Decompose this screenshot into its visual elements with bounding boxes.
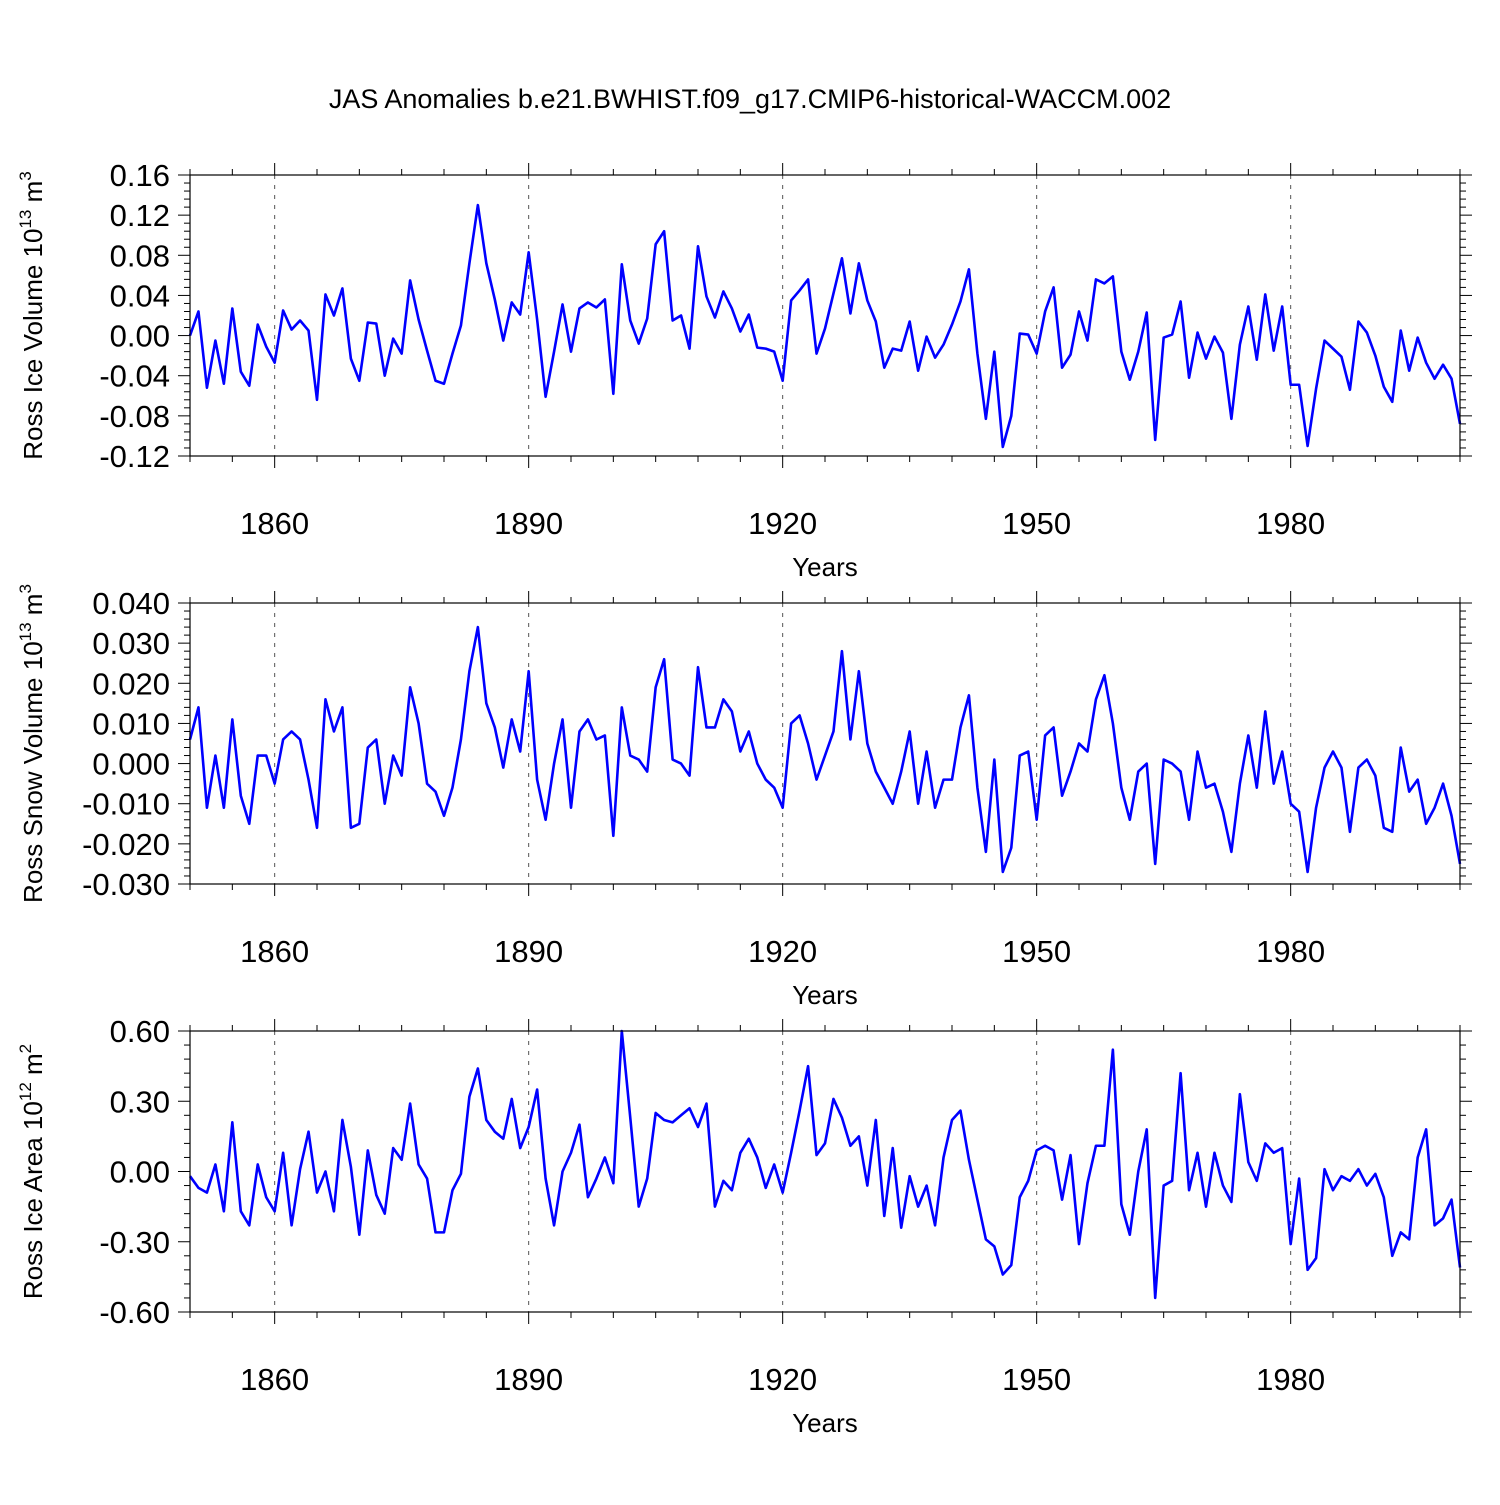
y-axis-label: Ross Ice Area 1012 m2 xyxy=(16,1044,48,1299)
y-axis-label-unit-exponent: 3 xyxy=(16,584,35,593)
x-tick-label: 1890 xyxy=(494,1362,563,1397)
x-tick-label: 1980 xyxy=(1256,506,1325,541)
x-tick-label: 1920 xyxy=(748,934,817,969)
y-axis-label-exponent: 12 xyxy=(16,1082,35,1101)
x-axis-label: Years xyxy=(792,552,858,582)
y-tick-label: 0.60 xyxy=(110,1014,170,1049)
y-axis-label-unit-exponent: 3 xyxy=(16,171,35,180)
y-tick-label: 0.04 xyxy=(110,278,170,313)
y-tick-label: 0.00 xyxy=(110,319,170,354)
y-tick-label: -0.030 xyxy=(82,867,170,902)
x-tick-label: 1860 xyxy=(240,1362,309,1397)
x-axis-label: Years xyxy=(792,1408,858,1438)
y-tick-label: 0.010 xyxy=(92,706,170,741)
y-axis-label-unit-exponent: 2 xyxy=(16,1044,35,1053)
y-tick-label: 0.030 xyxy=(92,626,170,661)
y-axis-label: Ross Snow Volume 1013 m3 xyxy=(16,584,48,903)
x-tick-label: 1890 xyxy=(494,506,563,541)
y-axis-label-text: Ross Ice Volume 10 xyxy=(18,229,48,460)
x-tick-label: 1890 xyxy=(494,934,563,969)
y-tick-label: -0.04 xyxy=(99,359,170,394)
x-tick-label: 1980 xyxy=(1256,934,1325,969)
y-axis-label-exponent: 13 xyxy=(16,622,35,641)
plot-frame xyxy=(189,174,1461,457)
x-tick-label: 1980 xyxy=(1256,1362,1325,1397)
y-axis-label-text: Ross Snow Volume 10 xyxy=(18,641,48,903)
x-tick-label: 1920 xyxy=(748,506,817,541)
y-tick-label: 0.16 xyxy=(110,158,170,193)
y-axis-label-unit: m xyxy=(18,181,48,210)
series-line xyxy=(188,203,1462,449)
y-tick-label: 0.020 xyxy=(92,666,170,701)
x-tick-label: 1860 xyxy=(240,934,309,969)
y-tick-label: 0.040 xyxy=(92,586,170,621)
figure-title: JAS Anomalies b.e21.BWHIST.f09_g17.CMIP6… xyxy=(328,84,1172,114)
plot-frame xyxy=(189,602,1461,885)
x-tick-label: 1950 xyxy=(1002,934,1071,969)
y-axis-label-text: Ross Ice Area 10 xyxy=(18,1101,48,1299)
y-tick-label: 0.08 xyxy=(110,238,170,273)
y-tick-label: 0.000 xyxy=(92,747,170,782)
y-tick-label: -0.12 xyxy=(99,439,170,474)
y-axis-label-unit: m xyxy=(18,594,48,623)
y-axis-label: Ross Ice Volume 1013 m3 xyxy=(16,171,48,460)
x-tick-label: 1920 xyxy=(748,1362,817,1397)
y-axis-label-exponent: 13 xyxy=(16,210,35,229)
y-tick-label: -0.010 xyxy=(82,787,170,822)
plot-frame xyxy=(189,1030,1461,1313)
x-tick-label: 1860 xyxy=(240,506,309,541)
y-tick-label: 0.00 xyxy=(110,1155,170,1190)
series-line xyxy=(188,625,1462,874)
x-tick-label: 1950 xyxy=(1002,1362,1071,1397)
y-tick-label: -0.30 xyxy=(99,1225,170,1260)
plot-panel-3: -0.60 -0.30 0.00 0.30 0.60 1860 1890 1920 1950 19… xyxy=(16,1014,1472,1438)
y-tick-label: -0.020 xyxy=(82,827,170,862)
y-axis-label-unit: m xyxy=(18,1053,48,1082)
plot-panel-1: -0.12 -0.08 -0.04 0.00 0.04 0.08 0.12 0.16 1860 1… xyxy=(16,158,1472,582)
y-tick-label: -0.08 xyxy=(99,399,170,434)
y-tick-label: -0.60 xyxy=(99,1295,170,1330)
series-line xyxy=(188,1029,1462,1300)
plot-panel-2: -0.030 -0.020 -0.010 0.000 0.010 0.020 0.030 0.… xyxy=(16,584,1472,1010)
y-tick-label: 0.30 xyxy=(110,1084,170,1119)
x-axis-label: Years xyxy=(792,980,858,1010)
x-tick-label: 1950 xyxy=(1002,506,1071,541)
y-tick-label: 0.12 xyxy=(110,198,170,233)
